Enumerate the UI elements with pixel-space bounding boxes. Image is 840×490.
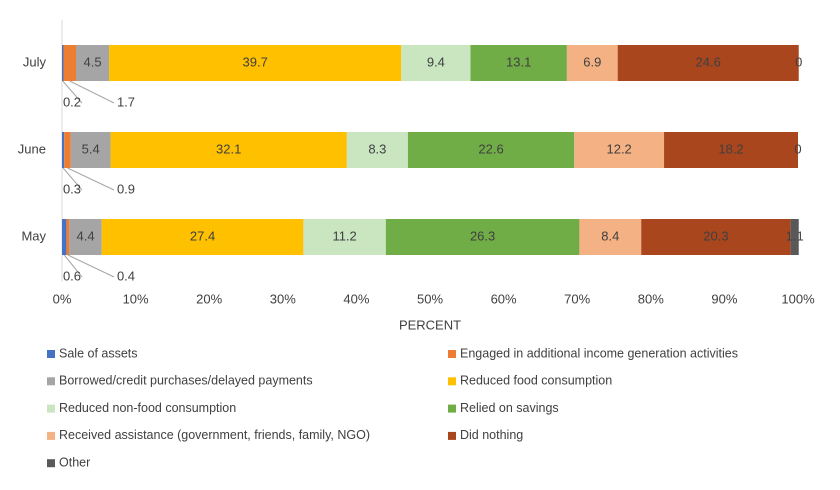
leader-line: [62, 167, 83, 191]
bar-segment: [574, 132, 665, 168]
bar-segment: [790, 219, 799, 255]
legend-swatch: [47, 350, 55, 358]
x-tick-label: 60%: [491, 291, 517, 306]
data-label: 0.9: [117, 181, 135, 196]
data-label: 39.7: [243, 54, 268, 69]
bar-segment: [62, 45, 64, 81]
data-label: 0.2: [63, 94, 81, 109]
y-tick-label: July: [23, 54, 47, 69]
x-tick-label: 20%: [196, 291, 222, 306]
x-tick-label: 10%: [123, 291, 149, 306]
data-label: 11.2: [332, 228, 356, 243]
bar-segment: [101, 219, 304, 255]
x-axis-label: PERCENT: [399, 317, 461, 332]
x-tick-label: 100%: [781, 291, 815, 306]
data-label: 32.1: [216, 141, 241, 156]
data-label: 18.2: [718, 141, 743, 156]
leader-line: [63, 254, 83, 278]
data-label: 20.3: [703, 228, 728, 243]
legend-label: Sale of assets: [59, 346, 138, 360]
bar-segment: [346, 132, 408, 168]
bar-segment: [579, 219, 642, 255]
bar-segment: [385, 219, 580, 255]
bar-segment: [617, 45, 799, 81]
leader-line: [67, 254, 115, 278]
leader-line: [62, 80, 83, 104]
legend-swatch: [448, 404, 456, 413]
data-label: 6.9: [583, 54, 601, 69]
data-label: 4.4: [77, 228, 95, 243]
legend-label: Reduced food consumption: [460, 374, 612, 388]
bar-segment: [641, 219, 791, 255]
bar-segment: [75, 45, 110, 81]
data-label: 0.3: [63, 181, 81, 196]
bar-segment: [63, 45, 76, 81]
x-tick-label: 80%: [638, 291, 664, 306]
y-tick-label: May: [21, 228, 46, 243]
data-label: 27.4: [190, 228, 215, 243]
bar-segment: [69, 219, 102, 255]
data-label: 0: [794, 141, 801, 156]
bar-segment: [407, 132, 575, 168]
data-label: 1.7: [117, 94, 135, 109]
data-label: 24.6: [696, 54, 721, 69]
legend-swatch: [47, 459, 55, 468]
legend-swatch: [47, 377, 55, 386]
bar-segment: [664, 132, 798, 168]
x-tick-label: 90%: [711, 291, 737, 306]
bar-segment: [401, 45, 471, 81]
bar-segment: [110, 132, 347, 168]
leader-line: [69, 80, 115, 104]
bar-segment: [62, 132, 65, 168]
bar-segment: [470, 45, 567, 81]
x-tick-label: 0%: [53, 291, 72, 306]
data-label: 26.3: [470, 228, 495, 243]
bar-segment: [566, 45, 618, 81]
legend-label: Reduced non-food consumption: [59, 401, 236, 415]
data-label: 1.1: [786, 228, 804, 243]
legend-swatch: [47, 431, 55, 440]
legend-label: Other: [59, 455, 90, 469]
data-label: 9.4: [427, 54, 445, 69]
legend-swatch: [448, 377, 456, 386]
x-tick-label: 30%: [270, 291, 296, 306]
legend-label: Received assistance (government, friends…: [59, 428, 370, 442]
legend-label: Did nothing: [460, 428, 523, 442]
y-tick-label: June: [18, 141, 46, 156]
leader-line: [67, 167, 115, 191]
bar-segment: [66, 219, 70, 255]
bar-segment: [303, 219, 386, 255]
x-tick-label: 50%: [417, 291, 443, 306]
data-label: 0.4: [117, 268, 135, 283]
data-label: 0: [795, 54, 802, 69]
x-tick-label: 40%: [343, 291, 369, 306]
data-label: 12.2: [606, 141, 631, 156]
legend-swatch: [47, 404, 55, 413]
bar-segment: [64, 132, 71, 168]
data-label: 5.4: [82, 141, 100, 156]
legend-label: Engaged in additional income generation …: [460, 346, 738, 360]
data-label: 13.1: [506, 54, 531, 69]
data-label: 8.3: [368, 141, 386, 156]
data-label: 4.5: [84, 54, 102, 69]
legend-label: Relied on savings: [460, 401, 559, 415]
legend-swatch: [448, 431, 456, 440]
legend-label: Borrowed/credit purchases/delayed paymen…: [59, 374, 313, 388]
data-label: 0.6: [63, 268, 81, 283]
x-tick-label: 70%: [564, 291, 590, 306]
bar-segment: [109, 45, 402, 81]
bar-segment: [62, 219, 67, 255]
data-label: 8.4: [601, 228, 619, 243]
bar-segment: [70, 132, 111, 168]
data-label: 22.6: [478, 141, 503, 156]
legend-swatch: [448, 350, 456, 358]
